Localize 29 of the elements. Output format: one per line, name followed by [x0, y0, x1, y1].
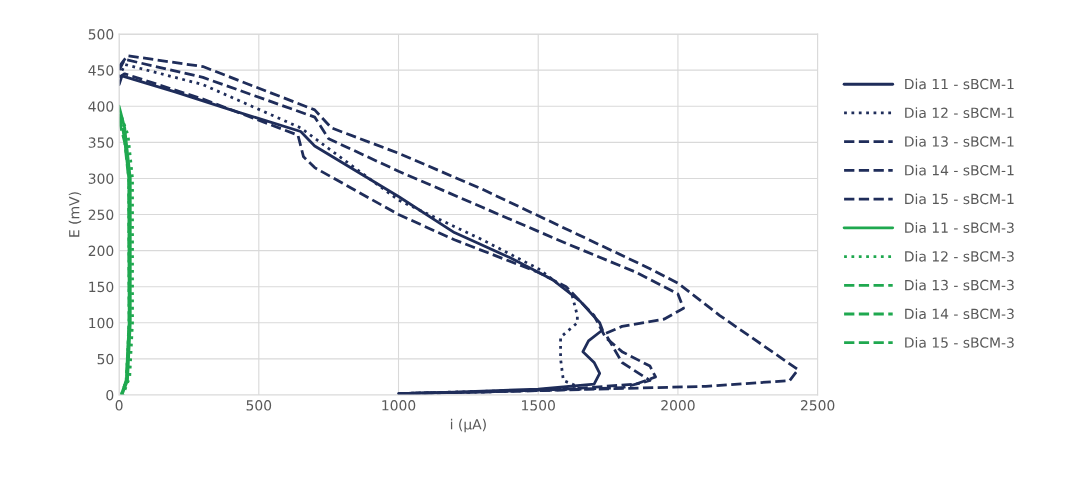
legend-label: Dia 12 - sBCM-3	[905, 250, 1014, 262]
legend-label: Dia 14 - sBCM-3	[905, 308, 1014, 320]
y-tick-label: 250	[88, 209, 114, 220]
y-tick-label: 400	[88, 101, 114, 112]
x-tick-label: 1500	[522, 400, 555, 411]
legend-label: Dia 13 - sBCM-1	[905, 136, 1014, 147]
y-tick-label: 0	[106, 389, 114, 401]
y-tick-label: 350	[88, 137, 114, 148]
y-tick-label: 450	[88, 65, 114, 76]
y-tick-label: 50	[97, 353, 114, 365]
x-tick-label: 500	[246, 400, 272, 411]
y-tick-label: 100	[89, 317, 114, 329]
x-tick-label: 2000	[661, 400, 695, 411]
legend-label: Dia 15 - sBCM-3	[905, 337, 1014, 348]
legend-label: Dia 11 - sBCM-3	[905, 222, 1014, 233]
y-tick-label: 200	[88, 245, 114, 257]
legend-label: Dia 12 - sBCM-1	[905, 107, 1014, 119]
y-axis-title: E (mV)	[68, 192, 82, 237]
x-axis-title: i (µA)	[450, 418, 486, 433]
y-tick-label: 150	[89, 281, 114, 293]
legend-label: Dia 14 - sBCM-1	[905, 164, 1014, 176]
y-tick-label: 500	[88, 29, 114, 40]
legend-label: Dia 11 - sBCM-1	[905, 78, 1014, 90]
legend-label: Dia 15 - sBCM-1	[905, 193, 1014, 205]
x-tick-label: 1000	[382, 400, 416, 411]
x-tick-label: 2500	[800, 400, 835, 411]
x-tick-label: 0	[115, 400, 123, 411]
y-tick-label: 300	[88, 173, 114, 184]
legend-label: Dia 13 - sBCM-3	[905, 279, 1014, 291]
